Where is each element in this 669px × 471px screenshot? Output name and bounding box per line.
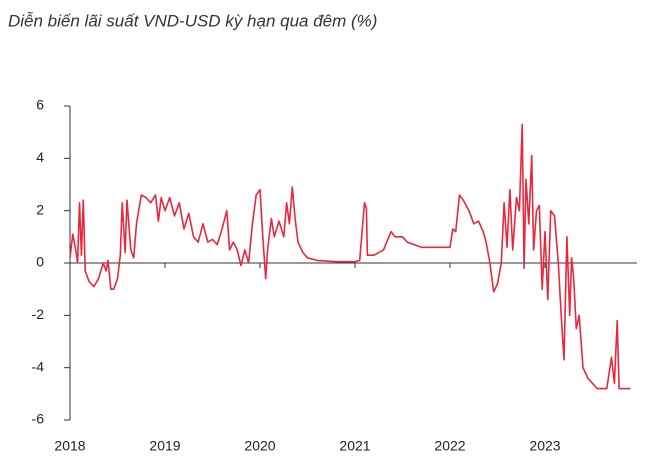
y-tick-label: -6: [32, 411, 45, 427]
line-series: [69, 123, 631, 390]
y-tick-label: -4: [32, 358, 45, 374]
y-tick-label: 0: [36, 254, 44, 270]
x-tick-label: 2021: [339, 438, 370, 454]
y-tick-label: 6: [36, 97, 44, 113]
y-tick-label: -2: [32, 306, 45, 322]
x-tick-label: 2022: [434, 438, 465, 454]
y-tick-label: 4: [36, 149, 44, 165]
x-tick-label: 2020: [244, 438, 275, 454]
y-tick-label: 2: [36, 201, 44, 217]
x-tick-label: 2019: [149, 438, 180, 454]
x-tick-label: 2023: [529, 438, 560, 454]
x-tick-label: 2018: [54, 438, 85, 454]
chart-title: Diễn biến lãi suất VND-USD kỳ hạn qua đê…: [8, 11, 377, 30]
